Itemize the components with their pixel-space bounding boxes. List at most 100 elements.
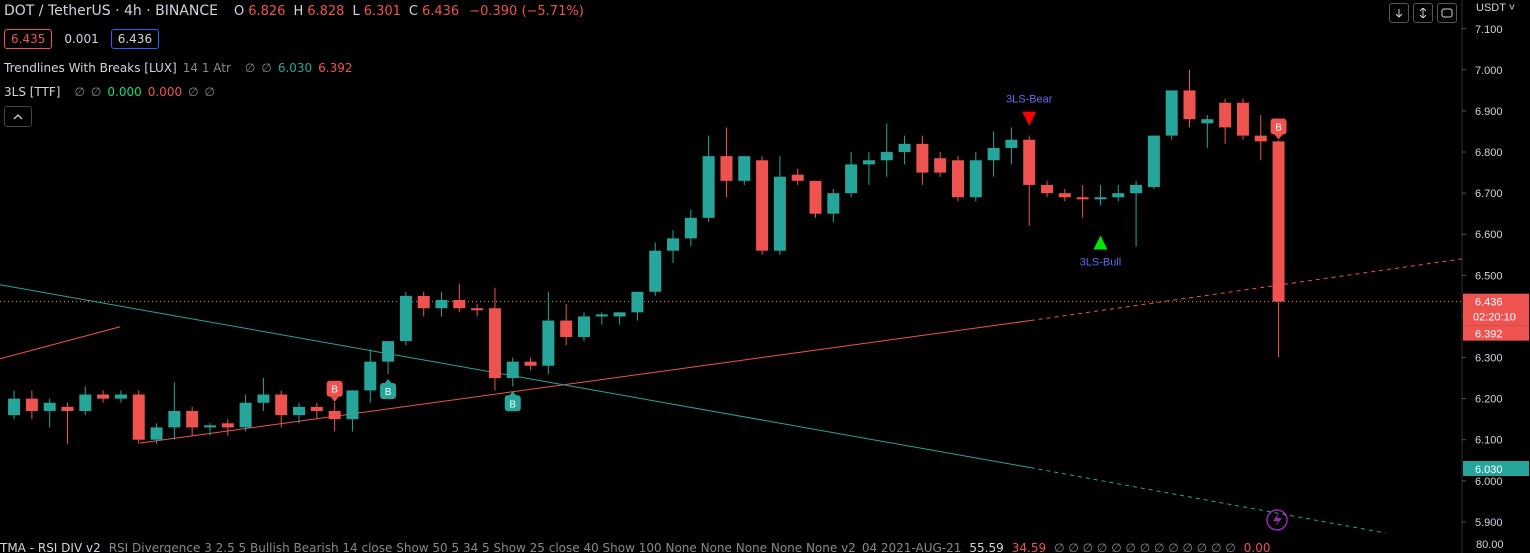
symbol[interactable]: DOT / TetherUS · 4h · BINANCE bbox=[4, 3, 218, 19]
candle-body bbox=[471, 308, 484, 311]
indicator-value: ∅ bbox=[74, 85, 85, 99]
candle-body bbox=[791, 174, 804, 181]
indicator-value: ∅ bbox=[90, 85, 102, 99]
arrows-updown bbox=[1419, 8, 1427, 18]
candle-body bbox=[293, 406, 306, 416]
candle-body bbox=[399, 295, 412, 342]
change: −0.390 (−5.71%) bbox=[469, 3, 584, 19]
collapse-legend-button[interactable] bbox=[4, 106, 32, 127]
candle-body bbox=[524, 361, 537, 366]
y-tick-label: 6.300 bbox=[1475, 353, 1503, 365]
candle-body bbox=[43, 402, 56, 411]
marker-label: B bbox=[1275, 123, 1282, 134]
indicator-params: 14 1 Atr bbox=[182, 61, 231, 75]
candle-body bbox=[1236, 102, 1249, 136]
symbol-row: DOT / TetherUS · 4h · BINANCE O 6.826 H 6.8… bbox=[4, 3, 584, 19]
candle-body bbox=[186, 410, 199, 428]
price-label-box bbox=[1463, 293, 1529, 326]
candle-body bbox=[577, 316, 590, 337]
candle-body bbox=[97, 394, 110, 399]
candle-body bbox=[667, 238, 680, 251]
move-button[interactable] bbox=[1413, 3, 1433, 23]
marker-pointer bbox=[330, 396, 339, 402]
pane-indicator-value: 34.59 bbox=[1011, 541, 1047, 553]
candle-body bbox=[364, 361, 377, 391]
y-tick-label: 7.000 bbox=[1475, 65, 1503, 77]
pane-indicator-value: 55.59 bbox=[969, 541, 1004, 553]
signal-marker: B bbox=[1270, 118, 1287, 140]
candle-body bbox=[168, 410, 181, 428]
marker-bubble bbox=[326, 380, 343, 397]
indicator-legend: 3LS [TTF] ∅ ∅ 0.000 0.000 ∅ ∅ bbox=[4, 85, 215, 99]
sell-price[interactable]: 6.435 bbox=[4, 29, 53, 49]
candle-body bbox=[1165, 90, 1178, 136]
buy-price[interactable]: 6.436 bbox=[110, 29, 160, 49]
candle-body bbox=[951, 160, 964, 198]
indicator-legend: Trendlines With Breaks [LUX] 14 1 Atr ∅ ∅ 6.… bbox=[4, 61, 353, 75]
ohlc-value: 6.826 bbox=[248, 3, 286, 19]
spread: 0.001 bbox=[64, 32, 99, 46]
indicator-value: ∅ bbox=[188, 85, 199, 99]
price-label-box bbox=[1463, 325, 1529, 341]
candle-body bbox=[934, 158, 947, 173]
chevron-up bbox=[13, 113, 23, 119]
indicator-name: 3LS [TTF] bbox=[4, 85, 61, 99]
candle-body bbox=[132, 394, 145, 440]
marker-pointer bbox=[1274, 134, 1283, 140]
scroll-down-button[interactable] bbox=[1389, 3, 1409, 23]
candle-body bbox=[649, 250, 662, 292]
arrow-down bbox=[1395, 9, 1403, 18]
ohlc-value: 6.436 bbox=[421, 3, 460, 19]
y-tick-label: 6.900 bbox=[1475, 106, 1503, 118]
pane-indicator-value: 0.00 bbox=[1243, 541, 1271, 553]
candle-body bbox=[221, 423, 234, 428]
candle-body bbox=[595, 314, 608, 317]
candle-body bbox=[114, 394, 127, 399]
signal-marker: B bbox=[326, 380, 343, 402]
candle-body bbox=[275, 394, 288, 416]
candle-body bbox=[488, 308, 501, 379]
price-label: 6.436 bbox=[1475, 297, 1503, 309]
candle-body bbox=[542, 320, 555, 366]
price-axis: 5.9006.0006.1006.2006.3006.4006.5006.600… bbox=[1462, 24, 1529, 529]
pane-indicator-name: TMA - RSI DIV v2 bbox=[0, 541, 101, 553]
currency-selector[interactable]: USDT ˅ bbox=[1476, 2, 1516, 14]
trendline-extension bbox=[1030, 467, 1386, 534]
y-tick-label: 6.100 bbox=[1475, 435, 1503, 447]
candle-body bbox=[1112, 193, 1125, 198]
candle-body bbox=[1023, 139, 1036, 185]
signal-marker: 3LS-Bear bbox=[1006, 94, 1053, 126]
y-tick-label: 5.900 bbox=[1475, 517, 1503, 529]
alert-bolt bbox=[1273, 513, 1282, 527]
candle-body bbox=[827, 193, 840, 214]
marker-pointer bbox=[508, 391, 517, 397]
alert-icon[interactable] bbox=[1266, 509, 1288, 531]
pane-indicator-params: RSI Divergence 3 2.5 5 Bullish Bearish 1… bbox=[108, 541, 962, 553]
candle-body bbox=[506, 361, 519, 379]
candle-body bbox=[203, 425, 216, 428]
indicator-value: ∅ bbox=[204, 85, 215, 99]
candle-body bbox=[79, 394, 92, 411]
signal-marker: B bbox=[380, 378, 397, 399]
candle-body bbox=[773, 176, 786, 251]
candle-body bbox=[880, 152, 893, 161]
candle-body bbox=[1094, 197, 1107, 200]
y-tick-label: 6.800 bbox=[1475, 147, 1503, 159]
ohlc-value: 6.828 bbox=[307, 3, 345, 19]
ohlc-label: C bbox=[408, 3, 418, 19]
maximize-button[interactable] bbox=[1437, 3, 1457, 23]
trendline bbox=[0, 326, 121, 360]
y-tick-label: 6.000 bbox=[1475, 476, 1503, 488]
price-countdown: 02:20:10 bbox=[1473, 312, 1516, 324]
marker-bubble bbox=[504, 395, 521, 412]
candle-body bbox=[239, 402, 252, 428]
indicator-value: 0.000 bbox=[107, 85, 142, 99]
candle-body bbox=[1076, 197, 1089, 200]
price-label: 6.030 bbox=[1475, 464, 1503, 476]
candle-body bbox=[1147, 135, 1160, 187]
candle-body bbox=[1201, 119, 1214, 124]
pane-axis-label: 80.00 bbox=[1476, 539, 1504, 551]
candle-body bbox=[987, 147, 1000, 161]
y-tick-label: 6.600 bbox=[1475, 229, 1503, 241]
trendline-extension bbox=[1030, 258, 1463, 322]
